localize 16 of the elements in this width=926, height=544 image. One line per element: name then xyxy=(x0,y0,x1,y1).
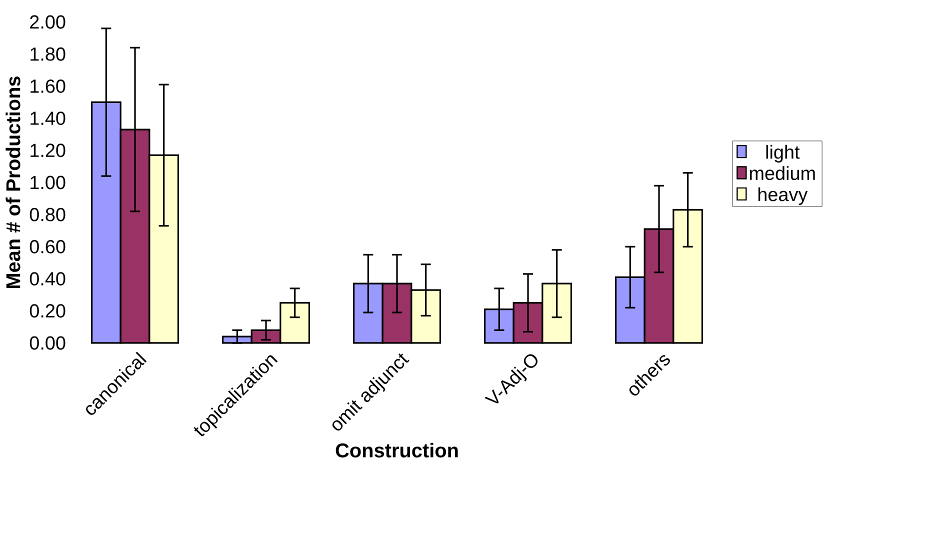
y-tick-label: 0.00 xyxy=(30,336,66,350)
y-tick-label: 1.40 xyxy=(30,112,66,125)
y-tick-label: 0.40 xyxy=(30,272,66,286)
y-tick-label: 1.00 xyxy=(30,176,66,190)
y-tick-label: 0.60 xyxy=(30,240,66,254)
y-tick-label: 1.80 xyxy=(30,47,66,61)
y-tick-label: 2.00 xyxy=(30,15,66,29)
legend-label: heavy xyxy=(758,187,808,205)
legend-label: light xyxy=(766,144,800,163)
x-axis-title: Construction xyxy=(336,442,458,458)
y-axis-title: Mean # of Productions xyxy=(6,76,20,288)
y-tick-label: 0.20 xyxy=(30,304,66,318)
y-tick-label: 0.80 xyxy=(30,208,66,222)
y-tick-label: 1.20 xyxy=(30,144,66,158)
legend-label: medium xyxy=(750,166,815,180)
y-tick-label: 1.60 xyxy=(30,79,66,93)
